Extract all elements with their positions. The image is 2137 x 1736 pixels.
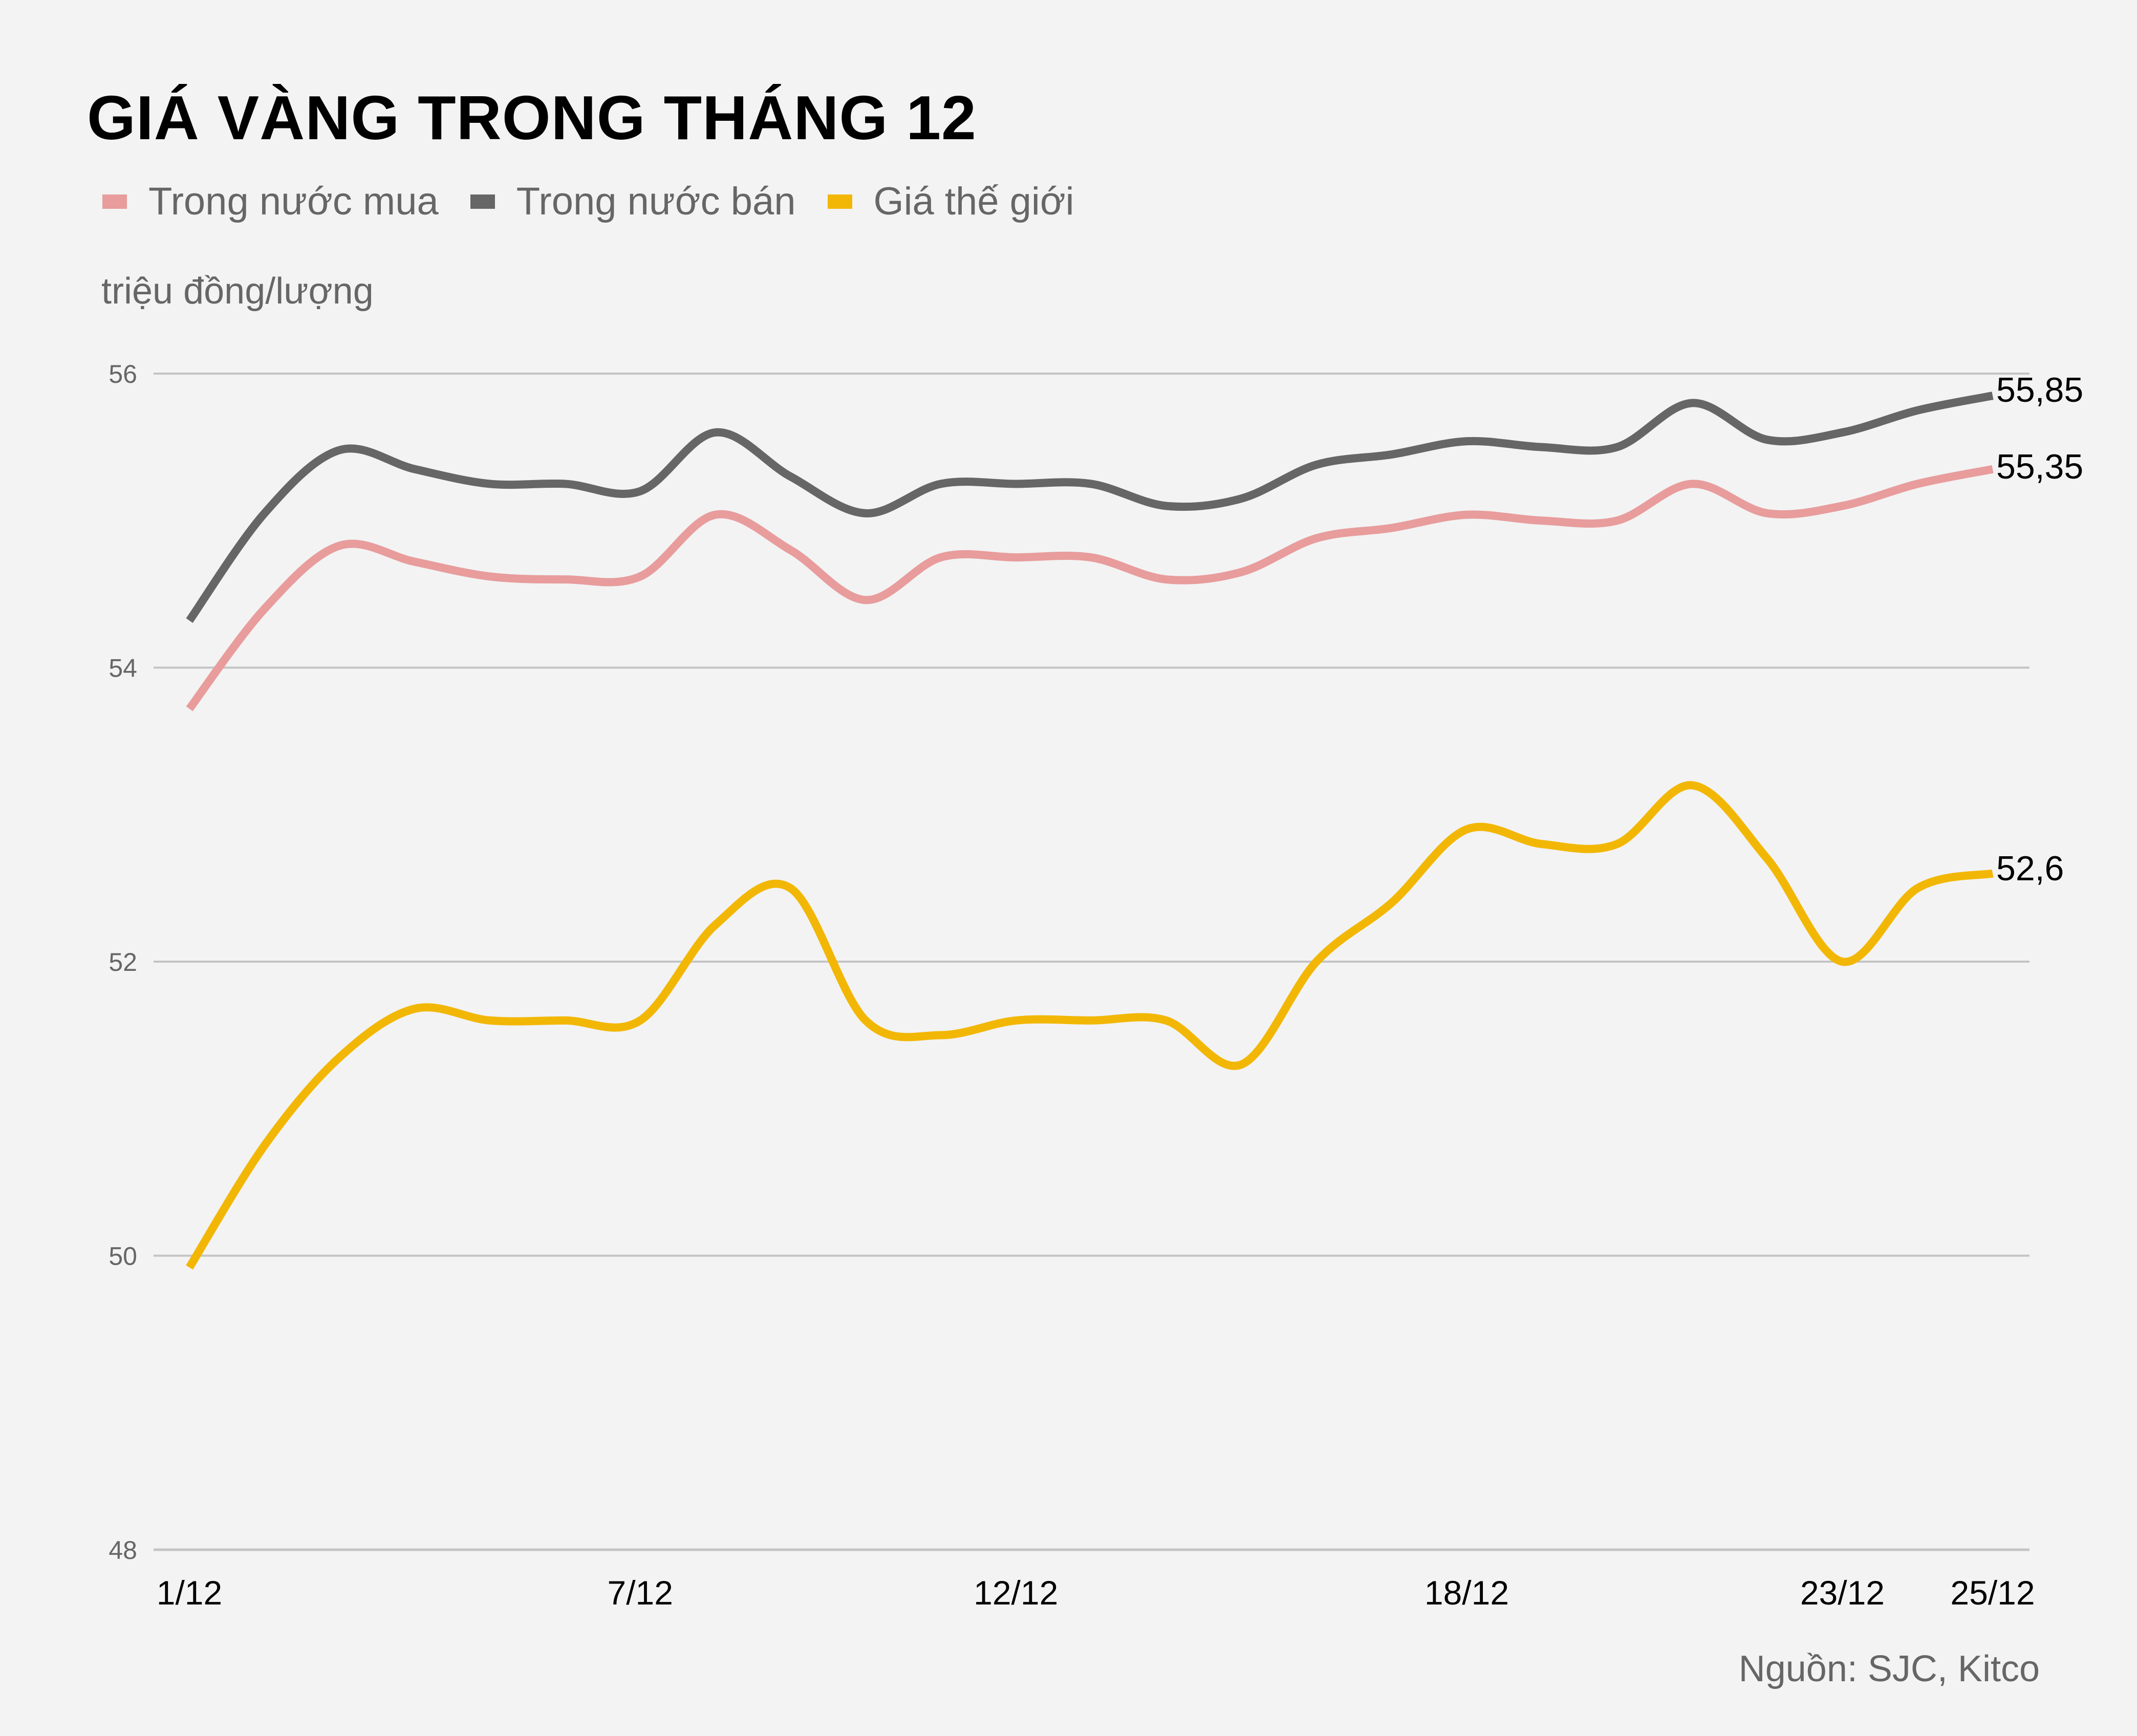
legend-swatch-buy-icon — [102, 194, 127, 209]
y-tick-label: 56 — [109, 360, 137, 388]
legend-swatch-world-icon — [827, 194, 852, 209]
end-label-buy: 55,35 — [1996, 447, 2083, 486]
y-axis-ticks: 48 50 52 54 56 — [109, 360, 137, 1565]
series-line-world — [186, 781, 1994, 1270]
legend-label-world: Giá thế giới — [873, 180, 1074, 223]
end-label-sell: 55,85 — [1996, 371, 2083, 409]
y-axis-unit-label: triệu đồng/lượng — [101, 271, 374, 312]
y-tick-label: 48 — [109, 1536, 137, 1565]
legend-item-sell: Trong nước bán — [470, 179, 796, 224]
series-lines — [186, 392, 1994, 1270]
y-tick-label: 54 — [109, 654, 137, 683]
x-tick-label: 12/12 — [974, 1574, 1058, 1612]
x-tick-label: 18/12 — [1424, 1574, 1509, 1612]
x-tick-label: 25/12 — [1950, 1574, 2035, 1612]
legend-swatch-sell-icon — [470, 194, 495, 209]
series-line-buy — [186, 465, 1994, 711]
end-label-world: 52,6 — [1996, 849, 2064, 888]
y-tick-label: 50 — [109, 1242, 137, 1271]
x-tick-label: 1/12 — [157, 1574, 222, 1612]
series-line-sell — [186, 392, 1994, 623]
legend-label-buy: Trong nước mua — [148, 180, 439, 223]
source-note: Nguồn: SJC, Kitco — [1738, 1648, 2040, 1689]
chart-legend: Trong nước mua Trong nước bán Giá thế gi… — [102, 179, 1106, 224]
gridlines — [154, 373, 2030, 1551]
x-axis-ticks: 1/12 7/12 12/12 18/12 23/12 25/12 — [157, 1574, 2035, 1612]
legend-item-buy: Trong nước mua — [102, 179, 439, 224]
legend-item-world: Giá thế giới — [827, 179, 1074, 224]
x-tick-label: 7/12 — [608, 1574, 673, 1612]
chart-title: GIÁ VÀNG TRONG THÁNG 12 — [87, 83, 977, 153]
x-tick-label: 23/12 — [1800, 1574, 1885, 1612]
legend-label-sell: Trong nước bán — [516, 180, 796, 223]
y-tick-label: 52 — [109, 948, 137, 976]
